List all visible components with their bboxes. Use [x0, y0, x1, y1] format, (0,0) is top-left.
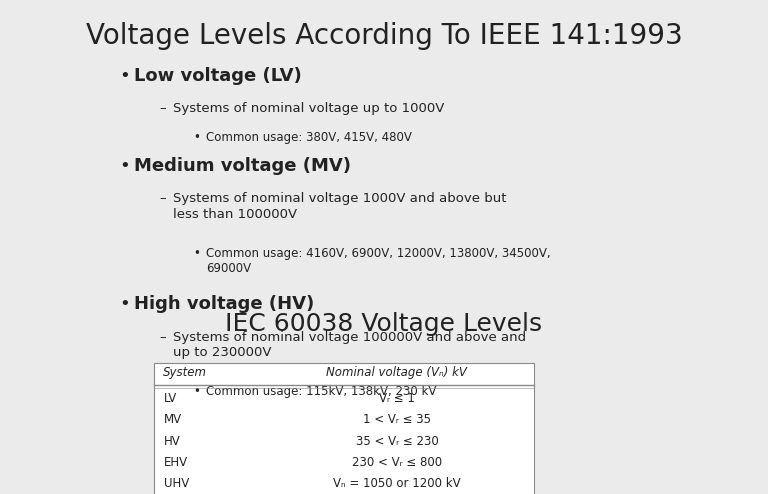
Text: •: • [119, 157, 130, 174]
Text: Systems of nominal voltage 100000V and above and
up to 230000V: Systems of nominal voltage 100000V and a… [173, 331, 526, 360]
Text: UHV: UHV [164, 477, 190, 490]
Text: High voltage (HV): High voltage (HV) [134, 295, 315, 313]
Text: Vₙ = 1050 or 1200 kV
(practised in USA): Vₙ = 1050 or 1200 kV (practised in USA) [333, 477, 461, 494]
Text: Voltage Levels According To IEEE 141:1993: Voltage Levels According To IEEE 141:199… [85, 22, 683, 50]
Text: –: – [160, 331, 167, 344]
Text: Systems of nominal voltage up to 1000V: Systems of nominal voltage up to 1000V [173, 102, 444, 115]
Text: •: • [194, 247, 200, 259]
Text: System: System [163, 366, 207, 379]
Text: 230 < Vᵣ ≤ 800: 230 < Vᵣ ≤ 800 [352, 456, 442, 469]
Text: Systems of nominal voltage 1000V and above but
less than 100000V: Systems of nominal voltage 1000V and abo… [173, 192, 506, 221]
Text: MV: MV [164, 413, 183, 426]
Text: Nominal voltage (Vₙ) kV: Nominal voltage (Vₙ) kV [326, 366, 468, 379]
Text: LV: LV [164, 392, 177, 405]
Text: EHV: EHV [164, 456, 188, 469]
Text: –: – [160, 102, 167, 115]
Text: •: • [119, 295, 130, 313]
Text: Common usage: 380V, 415V, 480V: Common usage: 380V, 415V, 480V [206, 131, 412, 144]
Text: 35 < Vᵣ ≤ 230: 35 < Vᵣ ≤ 230 [356, 435, 439, 448]
Text: •: • [119, 67, 130, 84]
Text: 1 < Vᵣ ≤ 35: 1 < Vᵣ ≤ 35 [363, 413, 431, 426]
Text: HV: HV [164, 435, 181, 448]
Text: •: • [194, 131, 200, 144]
Text: Common usage: 4160V, 6900V, 12000V, 13800V, 34500V,
69000V: Common usage: 4160V, 6900V, 12000V, 1380… [206, 247, 551, 275]
Text: Medium voltage (MV): Medium voltage (MV) [134, 157, 352, 174]
Text: Vᵣ ≤ 1: Vᵣ ≤ 1 [379, 392, 415, 405]
Text: Low voltage (LV): Low voltage (LV) [134, 67, 302, 84]
Text: •: • [194, 385, 200, 398]
Text: –: – [160, 192, 167, 205]
Text: IEC 60038 Voltage Levels: IEC 60038 Voltage Levels [226, 312, 542, 336]
Text: Common usage: 115kV, 138kV, 230 kV: Common usage: 115kV, 138kV, 230 kV [206, 385, 436, 398]
FancyBboxPatch shape [154, 363, 534, 494]
